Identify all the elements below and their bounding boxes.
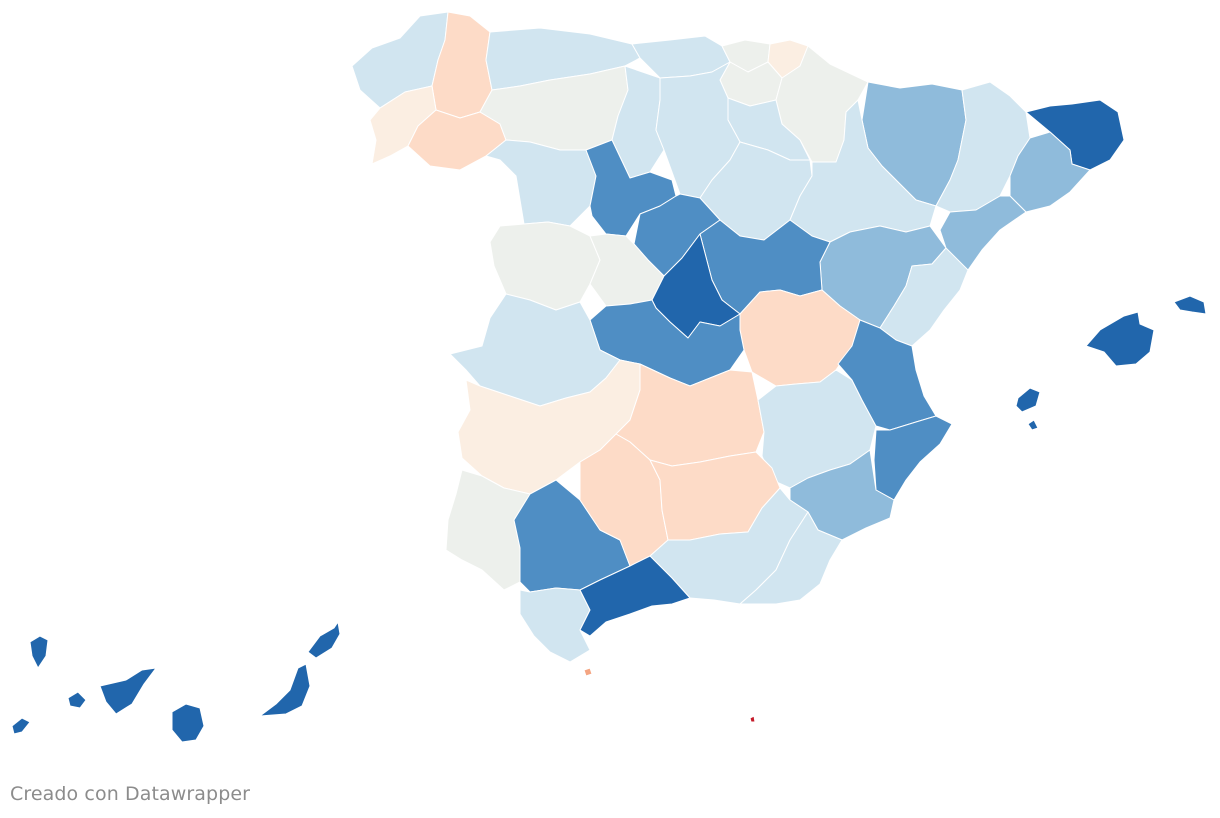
region-barcelona: Barcelona (1009, 131, 1091, 213)
region-castellon: Castellón (879, 247, 969, 347)
region-tarragona: Tarragona (939, 195, 1027, 271)
datawrapper-credit: Creado con Datawrapper (10, 783, 251, 805)
choropleth-map: A Coruña Lugo Pontevedra Ourense Asturia… (11, 11, 1207, 743)
region-murcia: Murcia (789, 449, 895, 541)
region-illes-balears: Illes Balears (1015, 295, 1207, 431)
region-huelva: Huelva (445, 469, 531, 591)
region-zamora: Zamora (485, 139, 597, 227)
region-almeria: Almería (739, 511, 843, 605)
region-cadiz: Cádiz (519, 587, 591, 663)
region-santa-cruz-tenerife: Santa Cruz de Tenerife (11, 635, 157, 735)
region-salamanca: Salamanca (489, 221, 601, 311)
region-melilla: Melilla (749, 715, 756, 723)
region-ceuta: Ceuta (583, 667, 593, 677)
spain-map: A Coruña Lugo Pontevedra Ourense Asturia… (11, 11, 1207, 743)
region-malaga: Málaga (579, 555, 691, 637)
region-las-palmas: Las Palmas (171, 621, 341, 743)
